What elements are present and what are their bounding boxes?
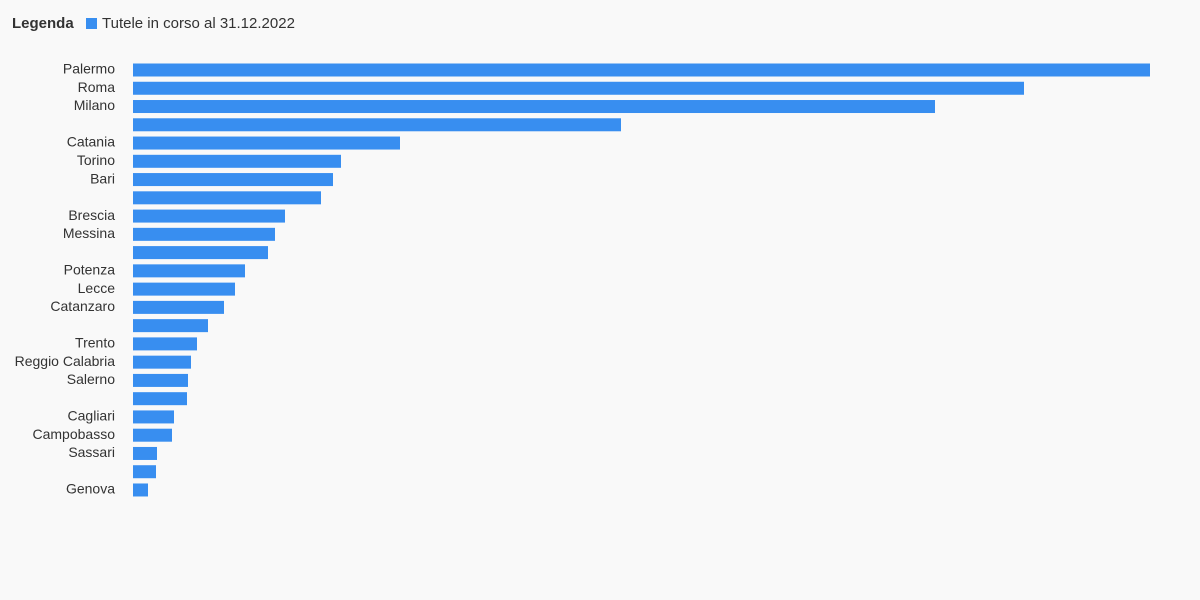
y-tick-label: Reggio Calabria — [15, 353, 116, 369]
bar — [133, 100, 935, 114]
y-tick-label: Bari — [90, 170, 115, 186]
bar — [133, 428, 172, 442]
bar — [133, 300, 224, 314]
y-tick-label: Catanzaro — [50, 298, 115, 314]
y-tick-label: Trento — [75, 335, 115, 351]
bar — [133, 209, 285, 223]
legend-title: Legenda — [12, 15, 74, 32]
bar — [133, 81, 1024, 95]
y-tick-label: Salerno — [67, 371, 115, 387]
bar — [133, 63, 1150, 77]
y-tick-label: Sassari — [68, 444, 115, 460]
y-tick-label: Messina — [63, 225, 115, 241]
y-tick-label: Potenza — [64, 262, 116, 278]
bar — [133, 465, 156, 479]
bar — [133, 173, 333, 187]
bar — [133, 154, 341, 168]
legend-label: Tutele in corso al 31.12.2022 — [102, 15, 295, 32]
y-tick-label: Milano — [74, 97, 115, 113]
y-tick-label: Catania — [67, 134, 115, 150]
bar — [133, 118, 621, 132]
bar — [133, 191, 321, 205]
y-tick-label: Lecce — [78, 280, 116, 296]
bar — [133, 264, 245, 278]
y-tick-label: Genova — [66, 481, 115, 497]
y-tick-label: Cagliari — [68, 408, 115, 424]
bar — [133, 373, 188, 387]
y-tick-label: Brescia — [68, 207, 115, 223]
bar — [133, 446, 157, 460]
legend-swatch — [86, 18, 97, 29]
bar — [133, 136, 400, 150]
bar — [133, 355, 191, 369]
bar — [133, 392, 187, 406]
y-tick-label: Palermo — [63, 61, 115, 77]
bar — [133, 246, 268, 260]
y-tick-label: Campobasso — [33, 426, 116, 442]
bar — [133, 483, 148, 497]
y-tick-label: Roma — [78, 79, 116, 95]
bar — [133, 337, 197, 351]
bar — [133, 319, 208, 333]
bar — [133, 227, 275, 241]
bar — [133, 410, 174, 424]
y-tick-label: Torino — [77, 152, 115, 168]
bar — [133, 282, 235, 296]
